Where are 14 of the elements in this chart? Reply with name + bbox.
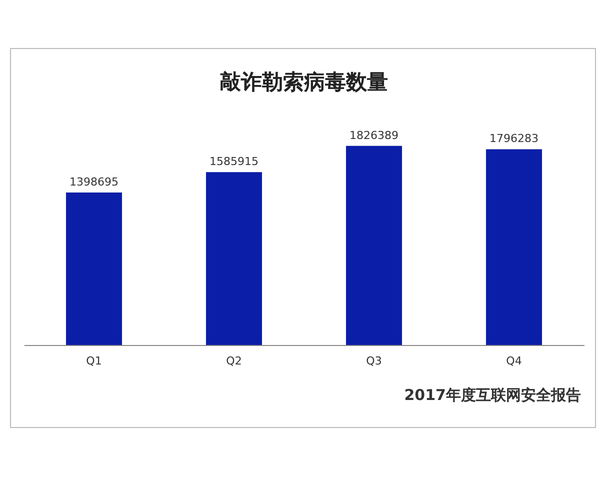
data-label: 1585915: [210, 155, 258, 168]
bar: [206, 172, 262, 345]
chart-title: 敲诈勒索病毒数量: [220, 70, 388, 94]
x-tick-label: Q3: [366, 354, 382, 368]
bar: [486, 149, 542, 345]
data-label: 1826389: [350, 128, 398, 142]
x-tick-label: Q2: [226, 354, 242, 368]
bar: [66, 192, 122, 345]
x-tick-label: Q4: [506, 354, 522, 368]
text: 2017年度互联网安全报告: [404, 386, 581, 405]
data-label: 1796283: [490, 132, 538, 146]
x-tick-label: Q1: [86, 354, 102, 368]
bar: [346, 146, 402, 345]
data-label: 1398695: [70, 176, 118, 189]
